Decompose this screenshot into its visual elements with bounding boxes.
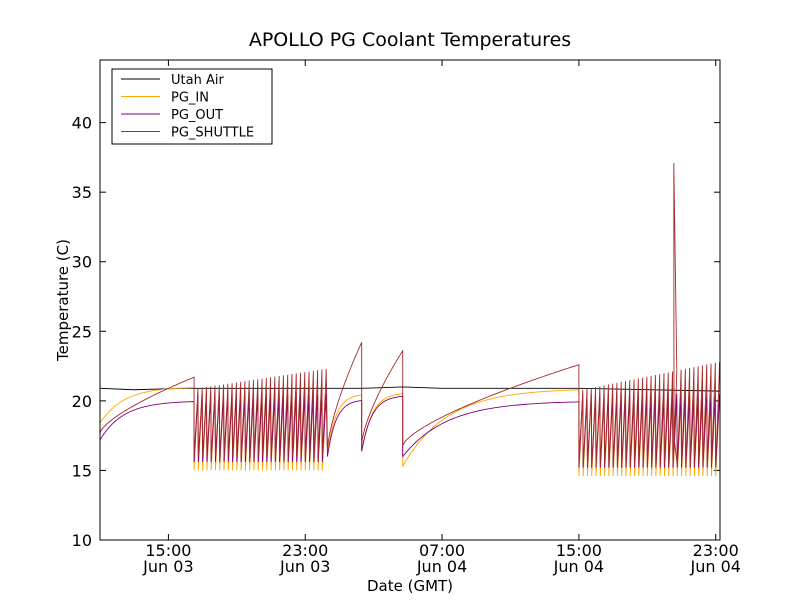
y-tick-label: 25	[72, 322, 92, 341]
legend-label: PG_SHUTTLE	[171, 126, 254, 141]
y-tick-label: 15	[72, 461, 92, 480]
legend: Utah Air PG_IN PG_OUT PG_SHUTTLE	[111, 68, 273, 145]
x-tick-label: 07:00	[419, 541, 465, 560]
series-line-pg-shuttle	[99, 162, 721, 465]
plot-frame	[99, 59, 721, 541]
x-tick-sublabel: Jun 04	[689, 557, 740, 576]
x-tick-sublabel: Jun 04	[553, 557, 604, 576]
legend-label: Utah Air	[171, 73, 224, 88]
y-axis-label: Temperature (C)	[54, 239, 72, 362]
y-tick-label: 40	[72, 114, 92, 133]
x-tick-label: 23:00	[282, 541, 328, 560]
y-tick-label: 10	[72, 531, 92, 550]
legend-label: PG_IN	[171, 91, 209, 106]
y-tick-label: 30	[72, 253, 92, 272]
y-tick-label: 35	[72, 183, 92, 202]
legend-label: PG_OUT	[171, 108, 223, 123]
x-tick-label: 15:00	[556, 541, 602, 560]
series-layer	[99, 162, 721, 477]
chart-title: APOLLO PG Coolant Temperatures	[249, 29, 571, 51]
x-tick-label: 23:00	[693, 541, 739, 560]
x-axis-label: Date (GMT)	[367, 577, 453, 595]
x-tick-label: 15:00	[145, 541, 191, 560]
y-tick-label: 20	[72, 392, 92, 411]
x-tick-sublabel: Jun 03	[279, 557, 330, 576]
x-tick-sublabel: Jun 03	[142, 557, 193, 576]
x-tick-sublabel: Jun 04	[416, 557, 467, 576]
